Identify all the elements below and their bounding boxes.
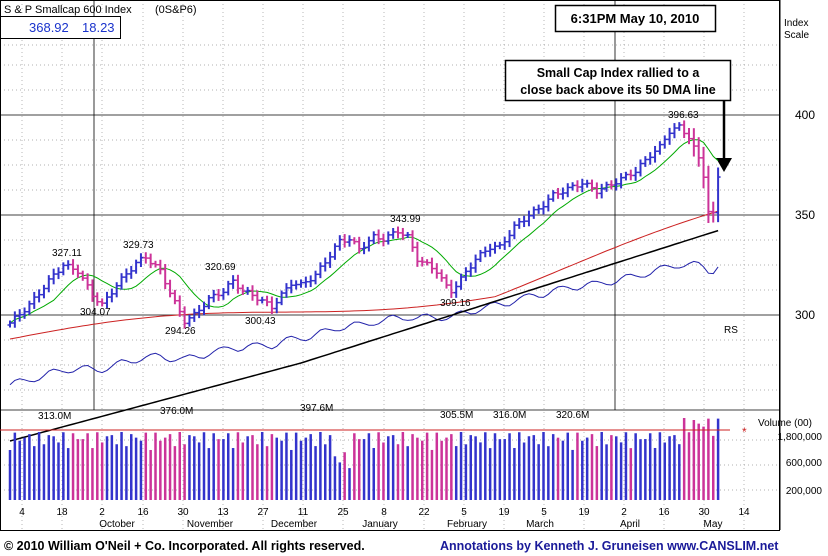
price-label: 329.73 bbox=[123, 240, 154, 251]
annotation-line-2: close back above its 50 DMA line bbox=[520, 83, 715, 97]
price-tick-350: 350 bbox=[795, 208, 815, 222]
volume-label: 305.5M bbox=[440, 410, 473, 421]
volume-annotations: 313.0M 376.0M 397.6M 305.5M 316.0M 320.6M bbox=[38, 403, 589, 422]
volume-ma-marker: * bbox=[742, 425, 747, 439]
volume-label: 320.6M bbox=[556, 410, 589, 421]
index-label: Index bbox=[784, 18, 808, 29]
x-tick-label: 4 bbox=[19, 507, 25, 518]
major-grid bbox=[0, 0, 780, 411]
price-label: 294.26 bbox=[165, 326, 196, 337]
x-tick-label: 11 bbox=[298, 507, 309, 518]
x-tick-label: 25 bbox=[337, 507, 349, 518]
price-label: 396.63 bbox=[668, 110, 699, 121]
month-label: January bbox=[362, 519, 398, 530]
volume-bars bbox=[8, 418, 720, 500]
volume-label: 313.0M bbox=[38, 411, 71, 422]
price-tick-labels: 300 350 400 bbox=[795, 108, 815, 322]
volume-label: Volume (00) bbox=[758, 418, 812, 429]
x-tick-label: 30 bbox=[177, 507, 189, 518]
annotation-box bbox=[504, 59, 732, 102]
chart-title: S & P Smallcap 600 Index bbox=[4, 4, 132, 16]
200-day-ma-path bbox=[9, 210, 719, 340]
quote-box bbox=[0, 16, 121, 39]
price-label: 343.99 bbox=[390, 214, 421, 225]
timestamp: 6:31PM May 10, 2010 bbox=[571, 11, 700, 26]
x-tick-label: 13 bbox=[217, 507, 229, 518]
month-label: April bbox=[620, 519, 640, 530]
price-tick-400: 400 bbox=[795, 108, 815, 122]
timestamp-box bbox=[554, 4, 717, 33]
price-label: 327.11 bbox=[52, 248, 82, 259]
annotation-arrow-head bbox=[716, 158, 732, 172]
x-tick-label: 18 bbox=[56, 507, 68, 518]
x-tick-label: 16 bbox=[658, 507, 670, 518]
x-tick-labels: 4 18 2 16 30 13 27 11 25 8 22 5 19 5 19 2 16 30 14 bbox=[19, 507, 750, 518]
chart-symbol: (0S&P6) bbox=[155, 4, 197, 16]
month-label: December bbox=[271, 519, 318, 530]
volume-tick-labels: 1,800,000 600,000 200,000 bbox=[778, 432, 823, 497]
x-tick-label: 22 bbox=[418, 507, 430, 518]
price-change: 18.23 bbox=[82, 20, 115, 35]
copyright: © 2010 William O'Neil + Co. Incorporated… bbox=[4, 539, 365, 553]
x-tick-label: 5 bbox=[461, 507, 467, 518]
volume-label: 316.0M bbox=[493, 410, 526, 421]
volume-tick-2: 200,000 bbox=[786, 486, 823, 497]
price-bars bbox=[7, 120, 721, 329]
annotation-credit: Annotations by Kenneth J. Gruneisen www.… bbox=[440, 539, 779, 553]
x-tick-label: 5 bbox=[541, 507, 547, 518]
x-tick-label: 30 bbox=[698, 507, 710, 518]
volume-label: 397.6M bbox=[300, 403, 333, 414]
x-tick-label: 19 bbox=[578, 507, 590, 518]
month-label: February bbox=[447, 519, 487, 530]
price-label: 309.16 bbox=[440, 298, 471, 309]
long-ma-path bbox=[9, 229, 719, 442]
x-tick-label: 27 bbox=[257, 507, 269, 518]
long-ma-line bbox=[9, 229, 719, 442]
volume-tick-1: 600,000 bbox=[786, 458, 823, 469]
x-tick-label: 2 bbox=[99, 507, 105, 518]
200-day-ma-line bbox=[9, 210, 719, 340]
scale-label: Scale bbox=[784, 30, 809, 41]
month-label: November bbox=[187, 519, 234, 530]
x-tick-label: 2 bbox=[621, 507, 627, 518]
month-label: October bbox=[99, 519, 135, 530]
x-tick-label: 16 bbox=[137, 507, 149, 518]
month-label: March bbox=[526, 519, 554, 530]
price-tick-300: 300 bbox=[795, 308, 815, 322]
rs-label: RS bbox=[724, 325, 738, 336]
volume-label: 376.0M bbox=[160, 406, 193, 417]
rs-path bbox=[9, 260, 719, 386]
x-tick-label: 8 bbox=[381, 507, 387, 518]
annotation-line-1: Small Cap Index rallied to a bbox=[537, 66, 701, 80]
price-label: 304.07 bbox=[80, 307, 111, 318]
price-annotations: 327.11 304.07 329.73 294.26 320.69 300.43 343.… bbox=[52, 110, 699, 337]
price-label: 320.69 bbox=[205, 262, 236, 273]
month-label: May bbox=[704, 519, 723, 530]
last-price: 368.92 bbox=[29, 20, 69, 35]
rs-line bbox=[9, 260, 719, 386]
volume-tick-0: 1,800,000 bbox=[778, 432, 823, 443]
x-tick-label: 19 bbox=[498, 507, 510, 518]
month-labels: October November December January February Ma… bbox=[99, 519, 722, 530]
x-tick-label: 14 bbox=[738, 507, 750, 518]
price-label: 300.43 bbox=[245, 316, 276, 327]
